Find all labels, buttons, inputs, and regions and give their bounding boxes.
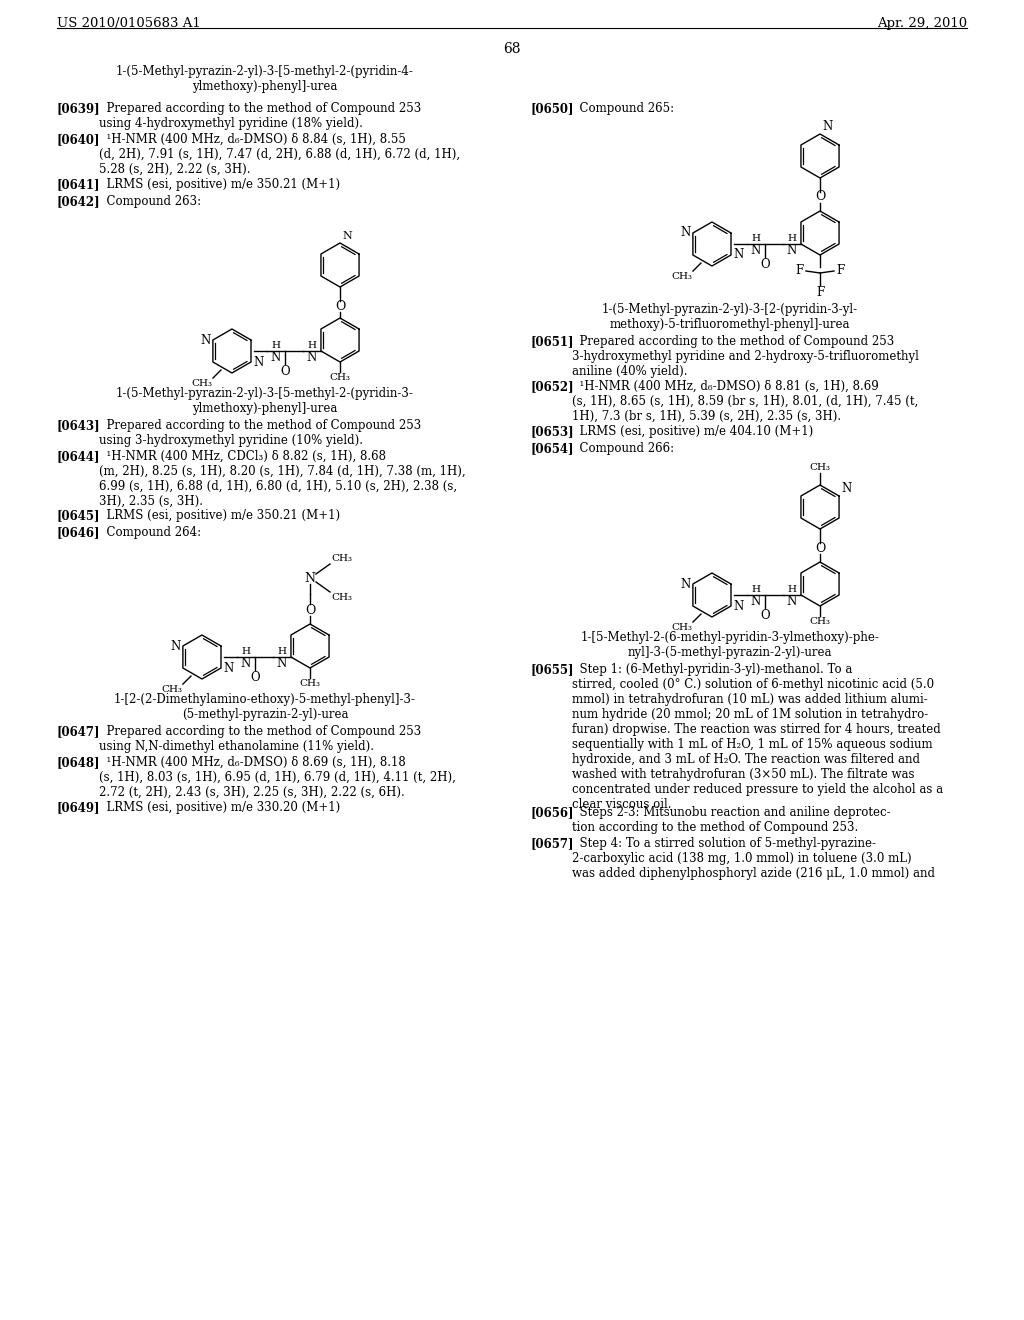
Text: Compound 266:: Compound 266: — [572, 442, 674, 455]
Text: Compound 265:: Compound 265: — [572, 102, 674, 115]
Text: H: H — [787, 234, 797, 243]
Text: N: N — [270, 351, 281, 364]
Text: [0657]: [0657] — [530, 837, 573, 850]
Text: N: N — [681, 578, 691, 590]
Text: 1-(5-Methyl-pyrazin-2-yl)-3-[2-(pyridin-3-yl-
methoxy)-5-trifluoromethyl-phenyl]: 1-(5-Methyl-pyrazin-2-yl)-3-[2-(pyridin-… — [602, 304, 858, 331]
Text: N: N — [786, 244, 797, 257]
Text: Prepared according to the method of Compound 253
using N,N-dimethyl ethanolamine: Prepared according to the method of Comp… — [99, 725, 421, 752]
Text: ¹H-NMR (400 MHz, d₆-DMSO) δ 8.81 (s, 1H), 8.69
(s, 1H), 8.65 (s, 1H), 8.59 (br s: ¹H-NMR (400 MHz, d₆-DMSO) δ 8.81 (s, 1H)… — [572, 380, 919, 422]
Text: Step 4: To a stirred solution of 5-methyl-pyrazine-
2-carboxylic acid (138 mg, 1: Step 4: To a stirred solution of 5-methy… — [572, 837, 935, 880]
Text: Prepared according to the method of Compound 253
3-hydroxymethyl pyridine and 2-: Prepared according to the method of Comp… — [572, 335, 919, 378]
Text: CH₃: CH₃ — [161, 685, 182, 694]
Text: H: H — [278, 647, 287, 656]
Text: [0655]: [0655] — [530, 663, 573, 676]
Text: N: N — [241, 657, 251, 671]
Text: H: H — [752, 234, 761, 243]
Text: LRMS (esi, positive) m/e 350.21 (M+1): LRMS (esi, positive) m/e 350.21 (M+1) — [99, 510, 340, 521]
Text: Prepared according to the method of Compound 253
using 4-hydroxymethyl pyridine : Prepared according to the method of Comp… — [99, 102, 421, 129]
Text: N: N — [201, 334, 211, 346]
Text: N: N — [733, 248, 743, 261]
Text: [0648]: [0648] — [57, 756, 100, 770]
Text: [0641]: [0641] — [57, 178, 100, 191]
Text: 68: 68 — [503, 42, 521, 55]
Text: Prepared according to the method of Compound 253
using 3-hydroxymethyl pyridine : Prepared according to the method of Comp… — [99, 418, 421, 447]
Text: 1-[5-Methyl-2-(6-methyl-pyridin-3-ylmethoxy)-phe-
nyl]-3-(5-methyl-pyrazin-2-yl): 1-[5-Methyl-2-(6-methyl-pyridin-3-ylmeth… — [581, 631, 880, 659]
Text: N: N — [342, 231, 352, 242]
Text: [0640]: [0640] — [57, 133, 100, 147]
Text: 1-(5-Methyl-pyrazin-2-yl)-3-[5-methyl-2-(pyridin-3-
ylmethoxy)-phenyl]-urea: 1-(5-Methyl-pyrazin-2-yl)-3-[5-methyl-2-… — [116, 387, 414, 414]
Text: [0642]: [0642] — [57, 195, 100, 209]
Text: LRMS (esi, positive) m/e 350.21 (M+1): LRMS (esi, positive) m/e 350.21 (M+1) — [99, 178, 340, 191]
Text: O: O — [305, 603, 315, 616]
Text: Apr. 29, 2010: Apr. 29, 2010 — [877, 17, 967, 30]
Text: H: H — [271, 341, 281, 350]
Text: CH₃: CH₃ — [810, 616, 830, 626]
Text: O: O — [250, 671, 260, 684]
Text: Step 1: (6-Methyl-pyridin-3-yl)-methanol. To a
stirred, cooled (0° C.) solution : Step 1: (6-Methyl-pyridin-3-yl)-methanol… — [572, 663, 943, 810]
Text: [0639]: [0639] — [57, 102, 100, 115]
Text: N: N — [171, 639, 181, 652]
Text: 1-[2-(2-Dimethylamino-ethoxy)-5-methyl-phenyl]-3-
(5-methyl-pyrazin-2-yl)-urea: 1-[2-(2-Dimethylamino-ethoxy)-5-methyl-p… — [114, 693, 416, 721]
Text: N: N — [751, 595, 761, 609]
Text: 1-(5-Methyl-pyrazin-2-yl)-3-[5-methyl-2-(pyridin-4-
ylmethoxy)-phenyl]-urea: 1-(5-Methyl-pyrazin-2-yl)-3-[5-methyl-2-… — [116, 65, 414, 92]
Text: US 2010/0105683 A1: US 2010/0105683 A1 — [57, 17, 201, 30]
Text: N: N — [253, 355, 263, 368]
Text: [0645]: [0645] — [57, 510, 100, 521]
Text: CH₃: CH₃ — [330, 374, 350, 381]
Text: O: O — [815, 541, 825, 554]
Text: [0652]: [0652] — [530, 380, 573, 393]
Text: [0646]: [0646] — [57, 525, 100, 539]
Text: [0654]: [0654] — [530, 442, 573, 455]
Text: O: O — [760, 609, 770, 622]
Text: [0650]: [0650] — [530, 102, 573, 115]
Text: [0651]: [0651] — [530, 335, 573, 348]
Text: F: F — [796, 264, 804, 277]
Text: N: N — [307, 351, 317, 364]
Text: Steps 2-3: Mitsunobu reaction and aniline deprotec-
tion according to the method: Steps 2-3: Mitsunobu reaction and anilin… — [572, 807, 891, 834]
Text: O: O — [281, 366, 290, 378]
Text: N: N — [841, 482, 851, 495]
Text: [0647]: [0647] — [57, 725, 100, 738]
Text: F: F — [816, 286, 824, 300]
Text: N: N — [223, 661, 233, 675]
Text: Compound 264:: Compound 264: — [99, 525, 201, 539]
Text: H: H — [307, 341, 316, 350]
Text: N: N — [681, 227, 691, 239]
Text: H: H — [752, 585, 761, 594]
Text: H: H — [242, 647, 251, 656]
Text: LRMS (esi, positive) m/e 330.20 (M+1): LRMS (esi, positive) m/e 330.20 (M+1) — [99, 801, 340, 814]
Text: N: N — [276, 657, 287, 671]
Text: [0656]: [0656] — [530, 807, 573, 818]
Text: CH₃: CH₃ — [299, 678, 321, 688]
Text: N: N — [786, 595, 797, 609]
Text: [0643]: [0643] — [57, 418, 100, 432]
Text: [0653]: [0653] — [530, 425, 573, 438]
Text: ¹H-NMR (400 MHz, d₆-DMSO) δ 8.84 (s, 1H), 8.55
(d, 2H), 7.91 (s, 1H), 7.47 (d, 2: ¹H-NMR (400 MHz, d₆-DMSO) δ 8.84 (s, 1H)… — [99, 133, 460, 176]
Text: N: N — [751, 244, 761, 257]
Text: F: F — [836, 264, 844, 277]
Text: CH₃: CH₃ — [671, 272, 692, 281]
Text: N: N — [822, 120, 833, 133]
Text: CH₃: CH₃ — [331, 554, 352, 564]
Text: [0649]: [0649] — [57, 801, 100, 814]
Text: CH₃: CH₃ — [810, 463, 830, 473]
Text: ¹H-NMR (400 MHz, CDCl₃) δ 8.82 (s, 1H), 8.68
(m, 2H), 8.25 (s, 1H), 8.20 (s, 1H): ¹H-NMR (400 MHz, CDCl₃) δ 8.82 (s, 1H), … — [99, 450, 466, 508]
Text: [0644]: [0644] — [57, 450, 100, 463]
Text: H: H — [787, 585, 797, 594]
Text: CH₃: CH₃ — [331, 593, 352, 602]
Text: O: O — [760, 257, 770, 271]
Text: N: N — [304, 572, 315, 585]
Text: CH₃: CH₃ — [671, 623, 692, 632]
Text: LRMS (esi, positive) m/e 404.10 (M+1): LRMS (esi, positive) m/e 404.10 (M+1) — [572, 425, 813, 438]
Text: N: N — [733, 599, 743, 612]
Text: O: O — [815, 190, 825, 203]
Text: O: O — [335, 300, 345, 313]
Text: CH₃: CH₃ — [190, 379, 212, 388]
Text: ¹H-NMR (400 MHz, d₆-DMSO) δ 8.69 (s, 1H), 8.18
(s, 1H), 8.03 (s, 1H), 6.95 (d, 1: ¹H-NMR (400 MHz, d₆-DMSO) δ 8.69 (s, 1H)… — [99, 756, 456, 799]
Text: Compound 263:: Compound 263: — [99, 195, 201, 209]
